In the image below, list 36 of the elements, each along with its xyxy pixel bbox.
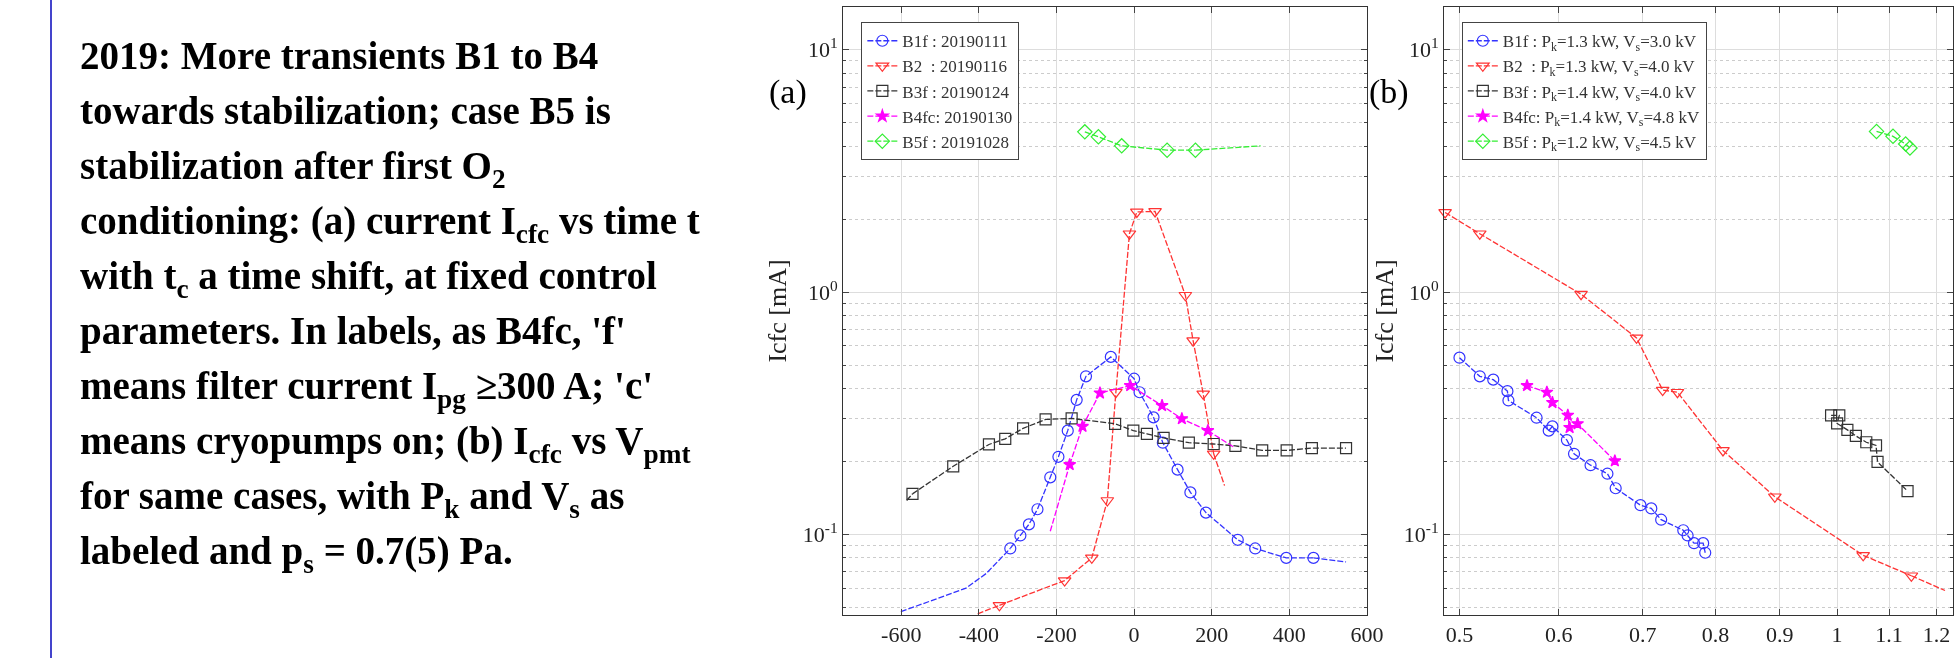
legend-label: B1f : P$_{k}$=1.3 kW, V$_{s}$=3.0 kV	[1502, 32, 1697, 54]
legend-label: B3f : 20190124	[902, 82, 1010, 102]
legend-label: B2 : 20190116	[902, 57, 1008, 77]
x-tick-label: -600	[881, 622, 922, 648]
x-tick-label: 0	[1128, 622, 1140, 648]
legend-label: B2 : P$_{k}$=1.3 kW, V$_{s}$=4.0 kV	[1502, 57, 1696, 80]
y-tick-label: 10$^{0}$	[1408, 276, 1439, 305]
y-tick-label: 10$^{1}$	[807, 34, 838, 63]
text: (a)	[769, 73, 807, 111]
text: (b)	[1369, 73, 1409, 111]
legend-label: B5f : P$_{k}$=1.2 kW, V$_{s}$=4.5 kV	[1502, 132, 1697, 155]
chart-title: 2019: More transients B1 to B4 towards stabilization; case B5 is stabilization after first O$_{2}$ conditioning: (a) current I$_{cfc}$ vs time t with t$_{c}$ a time shift, at fixed control parameters. In labels, as B4fc, 'f' means filter current I$_{pg}$ ≥300 A; 'c' means cryopumps on; (b) I$_{cfc}$ vs V$_{pmt}$ for same cases, with P$_{k}$ and V$_{s}$ as labeled and p$_{s}$ = 0.7(5) Pa.	[80, 34, 700, 579]
x-tick-label: 600	[1350, 622, 1384, 648]
y-tick-label: 10$^{1}$	[1408, 34, 1439, 63]
x-tick-label: 0.9	[1765, 622, 1794, 648]
x-tick-label: 200	[1195, 622, 1229, 648]
y-tick-label: 10$^{-1}$	[1403, 518, 1439, 548]
legend-label: B1f : 20190111	[902, 32, 1008, 52]
x-tick-label: 1.2	[1922, 622, 1951, 648]
x-tick-label: 1.1	[1875, 622, 1903, 648]
y-tick-label: 10$^{0}$	[807, 276, 838, 305]
x-tick-label: 0.6	[1545, 622, 1573, 648]
legend-label: B5f : 20191028	[902, 132, 1010, 152]
y-tick-label: 10$^{-1}$	[802, 518, 838, 548]
x-tick-label: 0.5	[1445, 622, 1474, 648]
y-axis-title: Icfc [mA]	[763, 259, 793, 363]
x-tick-label: 1	[1831, 622, 1843, 648]
y-axis-title: Icfc [mA]	[1370, 259, 1399, 363]
legend-label: B4fc: 20190130	[902, 107, 1013, 127]
x-tick-label: 400	[1272, 622, 1306, 648]
legend-label: B3f : P$_{k}$=1.4 kW, V$_{s}$=4.0 kV	[1502, 82, 1697, 105]
x-tick-label: 0.7	[1629, 622, 1657, 648]
x-tick-label: -200	[1036, 622, 1077, 648]
x-tick-label: 0.8	[1701, 622, 1730, 648]
x-tick-label: -400	[958, 622, 1000, 648]
legend-label: B4fc: P$_{k}$=1.4 kW, V$_{s}$=4.8 kV	[1502, 107, 1701, 130]
